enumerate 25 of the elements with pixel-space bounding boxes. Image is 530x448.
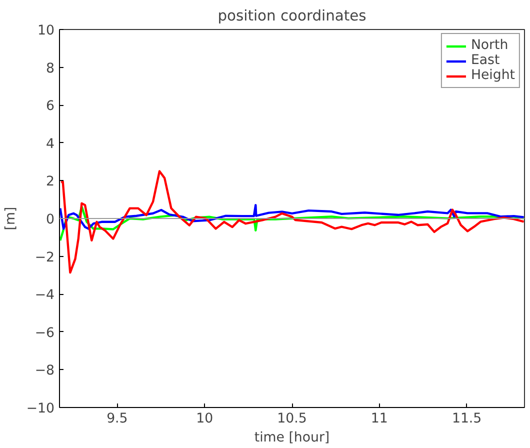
chart-title: position coordinates bbox=[218, 8, 366, 24]
y-tick-label: −6 bbox=[34, 326, 55, 341]
x-tick-label: 10 bbox=[196, 412, 214, 426]
y-tick-label: 6 bbox=[46, 99, 55, 114]
x-tick-label: 11.5 bbox=[452, 412, 482, 426]
y-tick-label: 10 bbox=[38, 24, 55, 38]
y-tick-label: −10 bbox=[26, 402, 55, 416]
y-tick-label: −2 bbox=[34, 250, 55, 266]
legend-label: East bbox=[470, 53, 500, 68]
x-tick-label: 10.5 bbox=[277, 412, 307, 426]
line-series bbox=[60, 204, 524, 230]
y-tick-label: −8 bbox=[34, 364, 55, 379]
y-tick-label: −4 bbox=[34, 288, 55, 304]
x-tick-label: 9.5 bbox=[106, 412, 128, 426]
y-tick-label: 0 bbox=[46, 212, 55, 228]
x-axis-title: time [hour] bbox=[254, 430, 330, 446]
y-tick-label: 8 bbox=[46, 61, 55, 76]
legend-label: Height bbox=[470, 68, 515, 83]
x-tick-label: 11 bbox=[370, 412, 388, 426]
y-axis-title: [m] bbox=[3, 206, 18, 230]
line-series bbox=[60, 170, 524, 274]
y-tick-label: 2 bbox=[46, 174, 55, 190]
y-tick-label: 4 bbox=[46, 136, 55, 152]
line-series bbox=[60, 205, 524, 242]
legend-label: North bbox=[470, 38, 508, 53]
